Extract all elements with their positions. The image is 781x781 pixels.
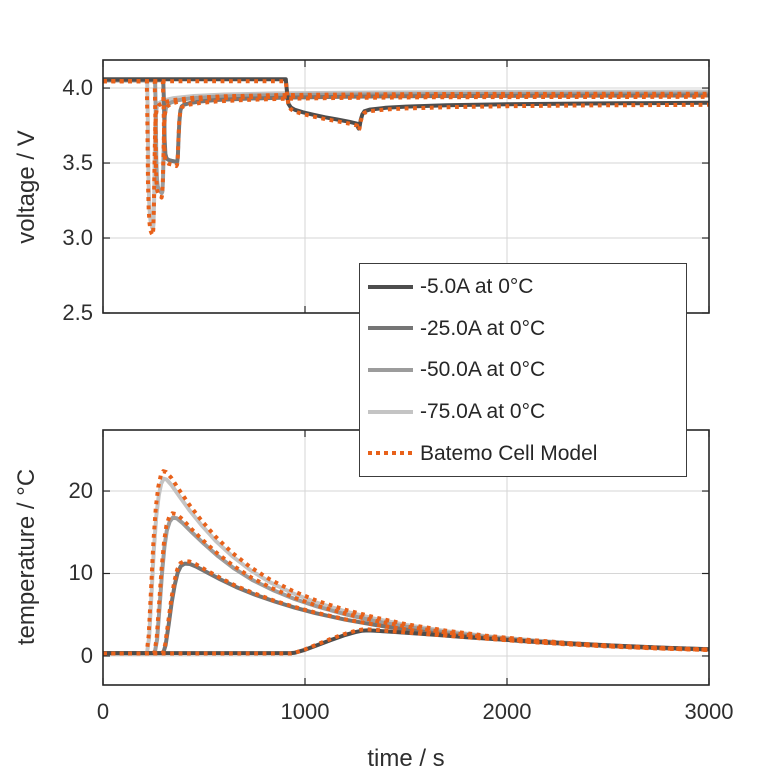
temperature-x-tick-label: 2000	[482, 699, 532, 724]
legend-item-minus5a: -5.0A at 0°C	[368, 276, 686, 297]
series-model	[103, 559, 709, 656]
voltage-y-tick-label: 3.5	[62, 150, 93, 176]
legend-item-label: -75.0A at 0°C	[420, 400, 546, 424]
legend-item-minus75a: -75.0A at 0°C	[368, 401, 686, 422]
temperature-axis-label: temperature / °C	[13, 468, 40, 646]
series-model	[103, 79, 709, 133]
temperature-x-tick-label: 0	[96, 699, 110, 724]
voltage-y-tick-label: 3.0	[62, 225, 93, 250]
legend-item-minus25a: -25.0A at 0°C	[368, 318, 686, 339]
temperature-y-tick-label: 20	[68, 478, 93, 504]
time-axis-label: time / s	[367, 745, 445, 772]
series-model	[103, 79, 709, 237]
voltage-y-tick-label: 4.0	[62, 75, 93, 101]
voltage-y-tick-label: 2.5	[62, 300, 93, 325]
legend-item-minus50a: -50.0A at 0°C	[368, 359, 686, 380]
legend-item-batemo-model: Batemo Cell Model	[368, 443, 686, 464]
voltage-axis-label: voltage / V	[13, 130, 40, 244]
legend-line-swatch	[368, 451, 413, 456]
legend-line-swatch	[368, 284, 413, 289]
temperature-y-tick-label: 10	[68, 560, 93, 586]
legend-line-swatch	[368, 367, 413, 372]
temperature-x-tick-label: 1000	[280, 699, 330, 724]
series-measurement	[103, 561, 709, 656]
series-model	[103, 79, 709, 168]
legend-item-label: Batemo Cell Model	[420, 441, 598, 465]
legend-line-swatch	[368, 409, 413, 414]
legend-item-label: -5.0A at 0°C	[420, 275, 534, 299]
legend: -5.0A at 0°C -25.0A at 0°C -50.0A at 0°C…	[359, 263, 687, 477]
legend-item-label: -25.0A at 0°C	[420, 316, 546, 340]
legend-line-swatch	[368, 326, 413, 331]
temperature-plot	[102, 429, 710, 686]
series-model	[103, 511, 709, 656]
series-measurement	[103, 628, 709, 656]
temperature-x-tick-label: 3000	[684, 699, 734, 724]
legend-item-label: -50.0A at 0°C	[420, 358, 546, 382]
temperature-y-tick-label: 0	[80, 642, 93, 668]
